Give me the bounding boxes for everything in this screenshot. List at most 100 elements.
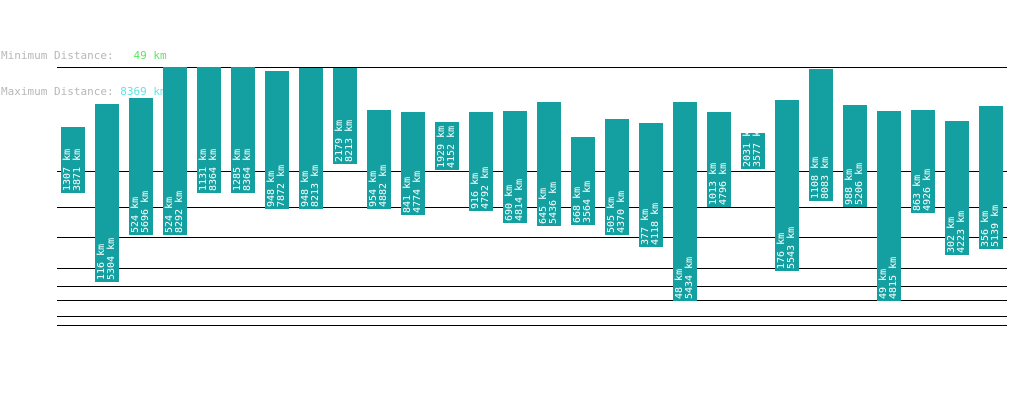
min-distance-row: Minimum Distance: 49 km — [1, 50, 167, 62]
distance-bar — [571, 137, 595, 225]
bar-max-label: 4370 km — [616, 191, 627, 233]
distance-bar — [95, 104, 119, 282]
bar-min-label: 668 km — [572, 187, 583, 223]
distance-bar-group: 916 km 4792 km — [469, 112, 493, 211]
bar-max-label: 3564 km — [582, 181, 593, 223]
distance-bar-group: 176 km 5543 km — [775, 100, 799, 271]
bar-min-label: 988 km — [844, 169, 855, 205]
bar-min-label: 948 km — [266, 171, 277, 207]
bar-min-label: 2031 km — [742, 125, 753, 167]
distance-bar — [911, 110, 935, 213]
distance-bar-group: 690 km 4814 km — [503, 111, 527, 223]
distance-bar — [265, 71, 289, 209]
bar-min-label: 645 km — [538, 188, 549, 224]
bar-min-label: 948 km — [300, 171, 311, 207]
bar-max-label: 4882 km — [378, 165, 389, 207]
distance-bar-group: 645 km 5436 km — [537, 102, 561, 226]
distance-bar — [401, 112, 425, 215]
distance-bar — [809, 69, 833, 201]
distance-bar-group: 2179 km 8213 km — [333, 68, 357, 164]
distance-bar — [877, 111, 901, 301]
distance-bar — [707, 112, 731, 207]
distance-bar — [775, 100, 799, 271]
distance-bar-group: 302 km 4223 km — [945, 121, 969, 255]
min-distance-label: Minimum Distance: — [1, 49, 114, 62]
distance-bar — [299, 68, 323, 209]
distance-bar — [163, 67, 187, 235]
distance-bar — [197, 67, 221, 193]
bar-max-label: 3871 km — [72, 149, 83, 191]
bar-min-label: 49 km — [878, 269, 889, 299]
bar-max-label: 3577 km — [752, 125, 763, 167]
bar-max-label: 4774 km — [412, 171, 423, 213]
bar-max-label: 4223 km — [956, 211, 967, 253]
bar-max-label: 8213 km — [344, 120, 355, 162]
distance-bar-group: 505 km 4370 km — [605, 119, 629, 235]
distance-bar-group: 524 km 5696 km — [129, 98, 153, 235]
bar-max-label: 8083 km — [820, 157, 831, 199]
distance-bar — [61, 127, 85, 193]
distance-bar-group: 954 km 4882 km — [367, 110, 391, 209]
distance-bar — [503, 111, 527, 223]
bar-max-label: 4152 km — [446, 126, 457, 168]
bar-min-label: 863 km — [912, 175, 923, 211]
max-distance-label: Maximum Distance: — [1, 85, 114, 98]
bar-max-label: 7872 km — [276, 165, 287, 207]
distance-bar — [843, 105, 867, 207]
bar-max-label: 8364 km — [242, 149, 253, 191]
distance-bar — [605, 119, 629, 235]
distance-bar-group: 1108 km 8083 km — [809, 69, 833, 201]
bar-max-label: 4796 km — [718, 163, 729, 205]
distance-bar — [945, 121, 969, 255]
distance-bar-group: 1929 km 4152 km — [435, 122, 459, 170]
bar-min-label: 690 km — [504, 185, 515, 221]
bar-max-label: 5436 km — [548, 182, 559, 224]
distance-bar — [435, 122, 459, 170]
bar-min-label: 356 km — [980, 211, 991, 247]
bar-min-label: 524 km — [164, 197, 175, 233]
distance-bar-group: 49 km 4815 km — [877, 111, 901, 301]
distance-bar-group: 356 km 5139 km — [979, 106, 1003, 249]
bar-min-label: 302 km — [946, 217, 957, 253]
distance-bar-group: 377 km 4118 km — [639, 123, 663, 247]
distance-bar — [741, 133, 765, 169]
bar-max-label: 4814 km — [514, 179, 525, 221]
bar-max-label: 4815 km — [888, 257, 899, 299]
bar-min-label: 1131 km — [198, 149, 209, 191]
bar-max-label: 5543 km — [786, 227, 797, 269]
distance-bar-group: 1013 km 4796 km — [707, 112, 731, 207]
distance-bar-group: 116 km 5304 km — [95, 104, 119, 282]
distance-bar-group: 668 km 3564 km — [571, 137, 595, 225]
bar-min-label: 841 km — [402, 177, 413, 213]
bar-min-label: 2179 km — [334, 120, 345, 162]
bar-min-label: 377 km — [640, 209, 651, 245]
bar-min-label: 48 km — [674, 269, 685, 299]
min-distance-value: 49 km — [133, 49, 167, 62]
distance-bar-group: 948 km 7872 km — [265, 71, 289, 209]
distance-bar-group: 1285 km 8364 km — [231, 67, 255, 193]
bar-max-label: 4792 km — [480, 167, 491, 209]
bar-min-label: 176 km — [776, 233, 787, 269]
bar-min-label: 1929 km — [436, 126, 447, 168]
bar-min-label: 1013 km — [708, 163, 719, 205]
distance-bar-group: 863 km 4926 km — [911, 110, 935, 213]
bar-max-label: 5696 km — [140, 191, 151, 233]
bar-max-label: 5206 km — [854, 163, 865, 205]
bar-min-label: 505 km — [606, 197, 617, 233]
distance-bar — [231, 67, 255, 193]
bar-min-label: 116 km — [96, 244, 107, 280]
distance-bar — [367, 110, 391, 209]
bar-min-label: 954 km — [368, 171, 379, 207]
distance-bar-group: 2031 km 3577 km — [741, 125, 765, 169]
bar-max-label: 5304 km — [106, 238, 117, 280]
bar-max-label: 8213 km — [310, 165, 321, 207]
distance-bar-group: 948 km 8213 km — [299, 68, 323, 209]
bar-max-label: 4118 km — [650, 203, 661, 245]
distance-bar-group: 841 km 4774 km — [401, 112, 425, 215]
distance-bar-group: 1131 km 8364 km — [197, 67, 221, 193]
distance-bar — [673, 102, 697, 301]
bar-min-label: 1285 km — [232, 149, 243, 191]
distance-bar — [333, 68, 357, 164]
